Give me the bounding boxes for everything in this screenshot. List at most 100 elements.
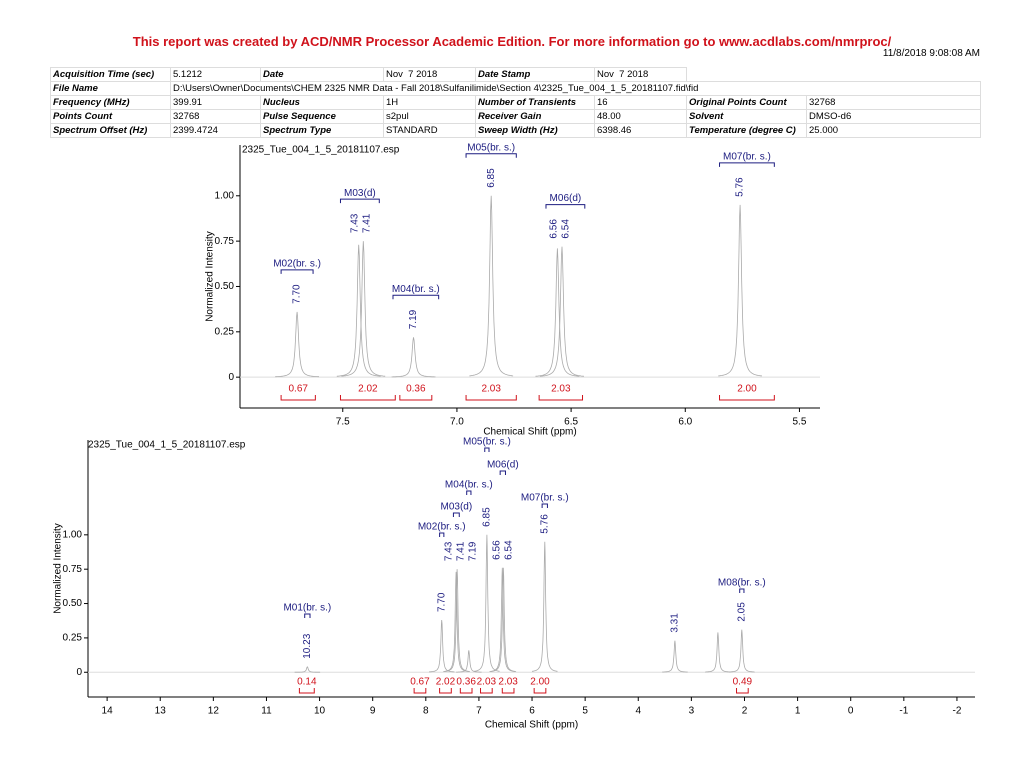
y-tick-label: 1.00 — [215, 190, 235, 201]
multiplet-label: M02(br. s.) — [418, 522, 466, 533]
y-tick-label: 0.50 — [215, 281, 235, 292]
multiplet-label: M04(br. s.) — [445, 480, 493, 491]
y-axis-title: Normalized Intensity — [205, 231, 216, 322]
multiplet-bracket — [280, 269, 314, 274]
peak-label: 7.19 — [408, 309, 419, 329]
integral-label: 2.00 — [530, 677, 550, 688]
peak — [705, 632, 731, 673]
peak-label: 7.41 — [455, 541, 466, 561]
multiplet-label: M03(d) — [344, 188, 376, 199]
peak — [718, 204, 763, 377]
integral-bracket — [719, 395, 775, 401]
y-tick-label: 0.75 — [215, 236, 235, 247]
field-value: 2399.4724 — [170, 123, 261, 138]
multiplet-bracket — [541, 503, 548, 508]
peak — [490, 567, 517, 672]
info-table: Acquisition Time (sec) 5.1212 Date Nov 7 20… — [50, 67, 981, 138]
integral-bracket — [538, 395, 584, 401]
peak — [729, 629, 755, 673]
integral-bracket — [280, 395, 316, 401]
spectrum-title: 2325_Tue_004_1_5_20181107.esp — [88, 440, 246, 451]
multiplet-label: M04(br. s.) — [392, 284, 440, 295]
integral-bracket — [439, 688, 452, 694]
x-tick-label: 4 — [635, 706, 641, 717]
integral-label: 0.67 — [410, 677, 430, 688]
field-value: 25.000 — [806, 123, 981, 138]
x-axis-title: Chemical Shift (ppm) — [483, 427, 576, 438]
peak — [456, 650, 482, 673]
y-tick-label: 0 — [76, 667, 82, 678]
integral-bracket — [480, 688, 493, 694]
multiplet-bracket — [304, 613, 311, 618]
peak — [531, 541, 558, 672]
peak — [539, 246, 584, 377]
peak-label: 6.54 — [503, 540, 514, 560]
table-row: Points Count 32768 Pulse Sequence s2pul Rece… — [50, 109, 981, 124]
multiplet-label: M06(d) — [487, 460, 519, 471]
multiplet-bracket — [484, 447, 490, 452]
multiplet-bracket — [452, 512, 460, 517]
integral-bracket — [339, 395, 396, 401]
x-axis-title: Chemical Shift (ppm) — [485, 720, 578, 731]
multiplet-label: M05(br. s.) — [463, 437, 511, 448]
x-tick-label: 1 — [795, 706, 801, 717]
x-tick-label: 11 — [261, 706, 272, 717]
multiplet-bracket — [339, 198, 380, 204]
x-tick-label: 7 — [476, 706, 482, 717]
peak — [662, 640, 688, 673]
x-tick-label: 13 — [155, 706, 167, 717]
multiplet-label: M07(br. s.) — [723, 151, 771, 162]
x-tick-label: 6 — [529, 706, 535, 717]
peak-label: 6.56 — [491, 540, 502, 560]
integral-label: 2.00 — [737, 384, 757, 395]
x-tick-label: 6.0 — [678, 417, 692, 428]
integral-label: 2.03 — [477, 677, 497, 688]
peak-label: 6.85 — [482, 507, 493, 527]
multiplet-bracket — [466, 490, 472, 495]
integral-bracket — [465, 395, 517, 401]
multiplet-bracket — [439, 532, 445, 537]
x-tick-label: -1 — [899, 706, 908, 717]
x-tick-label: 9 — [370, 706, 376, 717]
table-row: Frequency (MHz) 399.91 Nucleus 1H Number of … — [50, 95, 981, 110]
x-tick-label: 8 — [423, 706, 429, 717]
y-tick-label: 0.50 — [63, 598, 83, 609]
integral-label: 2.03 — [481, 384, 501, 395]
spectrum-title: 2325_Tue_004_1_5_20181107.esp — [242, 145, 400, 156]
x-tick-label: 5 — [582, 706, 588, 717]
peak-label: 10.23 — [302, 633, 313, 658]
peak-label: 6.54 — [560, 219, 571, 239]
peak-label: 5.76 — [735, 177, 746, 197]
field-label: Spectrum Offset (Hz) — [50, 123, 171, 138]
x-tick-label: 7.0 — [450, 417, 464, 428]
peak — [444, 569, 471, 672]
multiplet-bracket — [719, 162, 775, 167]
peak-label: 3.31 — [670, 613, 681, 633]
peak-label: 6.56 — [548, 219, 559, 239]
x-tick-label: 5.5 — [792, 417, 806, 428]
peak-label: 7.70 — [436, 592, 447, 612]
integral-label: 2.03 — [498, 677, 518, 688]
multiplet-label: M06(d) — [550, 193, 582, 204]
integral-label: 2.03 — [551, 384, 571, 395]
multiplet-label: M01(br. s.) — [283, 603, 331, 614]
peak — [336, 244, 381, 377]
x-tick-label: 14 — [102, 706, 114, 717]
peak — [429, 619, 455, 673]
peak — [275, 311, 319, 378]
peak — [469, 195, 514, 377]
x-tick-label: 10 — [314, 706, 326, 717]
banner: This report was created by ACD/NMR Proce… — [132, 34, 892, 49]
multiplet-label: M05(br. s.) — [467, 142, 515, 153]
integral-label: 2.02 — [358, 384, 378, 395]
y-tick-label: 0.25 — [215, 326, 235, 337]
integral-bracket — [399, 395, 433, 401]
peak-label: 5.76 — [539, 514, 550, 534]
integral-bracket — [298, 688, 315, 694]
x-tick-label: 2 — [742, 706, 748, 717]
integral-label: 0.36 — [406, 384, 426, 395]
peak — [535, 248, 580, 377]
peak — [341, 241, 386, 377]
